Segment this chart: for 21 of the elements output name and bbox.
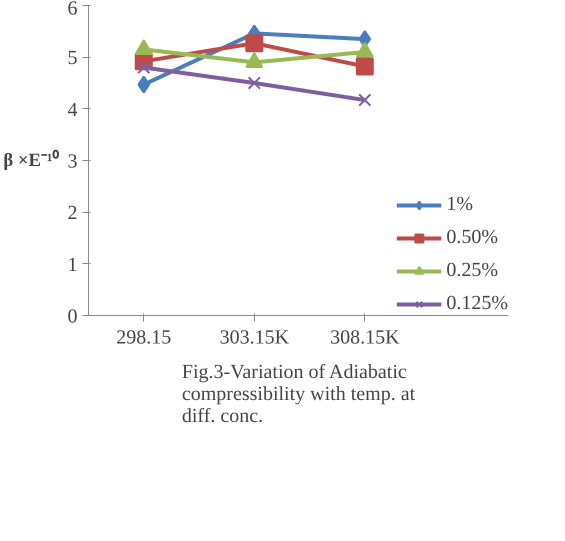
y-tick-label: 4 bbox=[68, 98, 78, 121]
legend-label: 0.50% bbox=[446, 226, 498, 249]
y-tick-label: 6 bbox=[68, 0, 78, 20]
x-tick-label: 308.15K bbox=[330, 326, 400, 348]
y-tick-label: 1 bbox=[68, 254, 78, 276]
legend-label: 0.125% bbox=[446, 292, 508, 315]
x-tick-label: 298.15 bbox=[116, 326, 172, 348]
x-tick-label: 303.15K bbox=[220, 326, 290, 348]
y-tick-label: 2 bbox=[68, 202, 78, 224]
point bbox=[248, 76, 261, 90]
y-axis-title: β ×E⁻¹⁰ bbox=[3, 149, 60, 171]
point bbox=[245, 34, 264, 52]
legend-label: 1% bbox=[446, 193, 473, 216]
point bbox=[358, 93, 372, 107]
y-tick-label: 3 bbox=[68, 150, 78, 172]
point bbox=[356, 57, 374, 76]
y-tick-label: 5 bbox=[68, 47, 78, 70]
legend-label: 0.25% bbox=[446, 259, 498, 282]
point bbox=[137, 76, 150, 94]
y-tick-label: 0 bbox=[68, 306, 78, 328]
text: Fig.3-Variation of Adiabatic compressibility with temp. at diff. conc. bbox=[182, 361, 416, 427]
